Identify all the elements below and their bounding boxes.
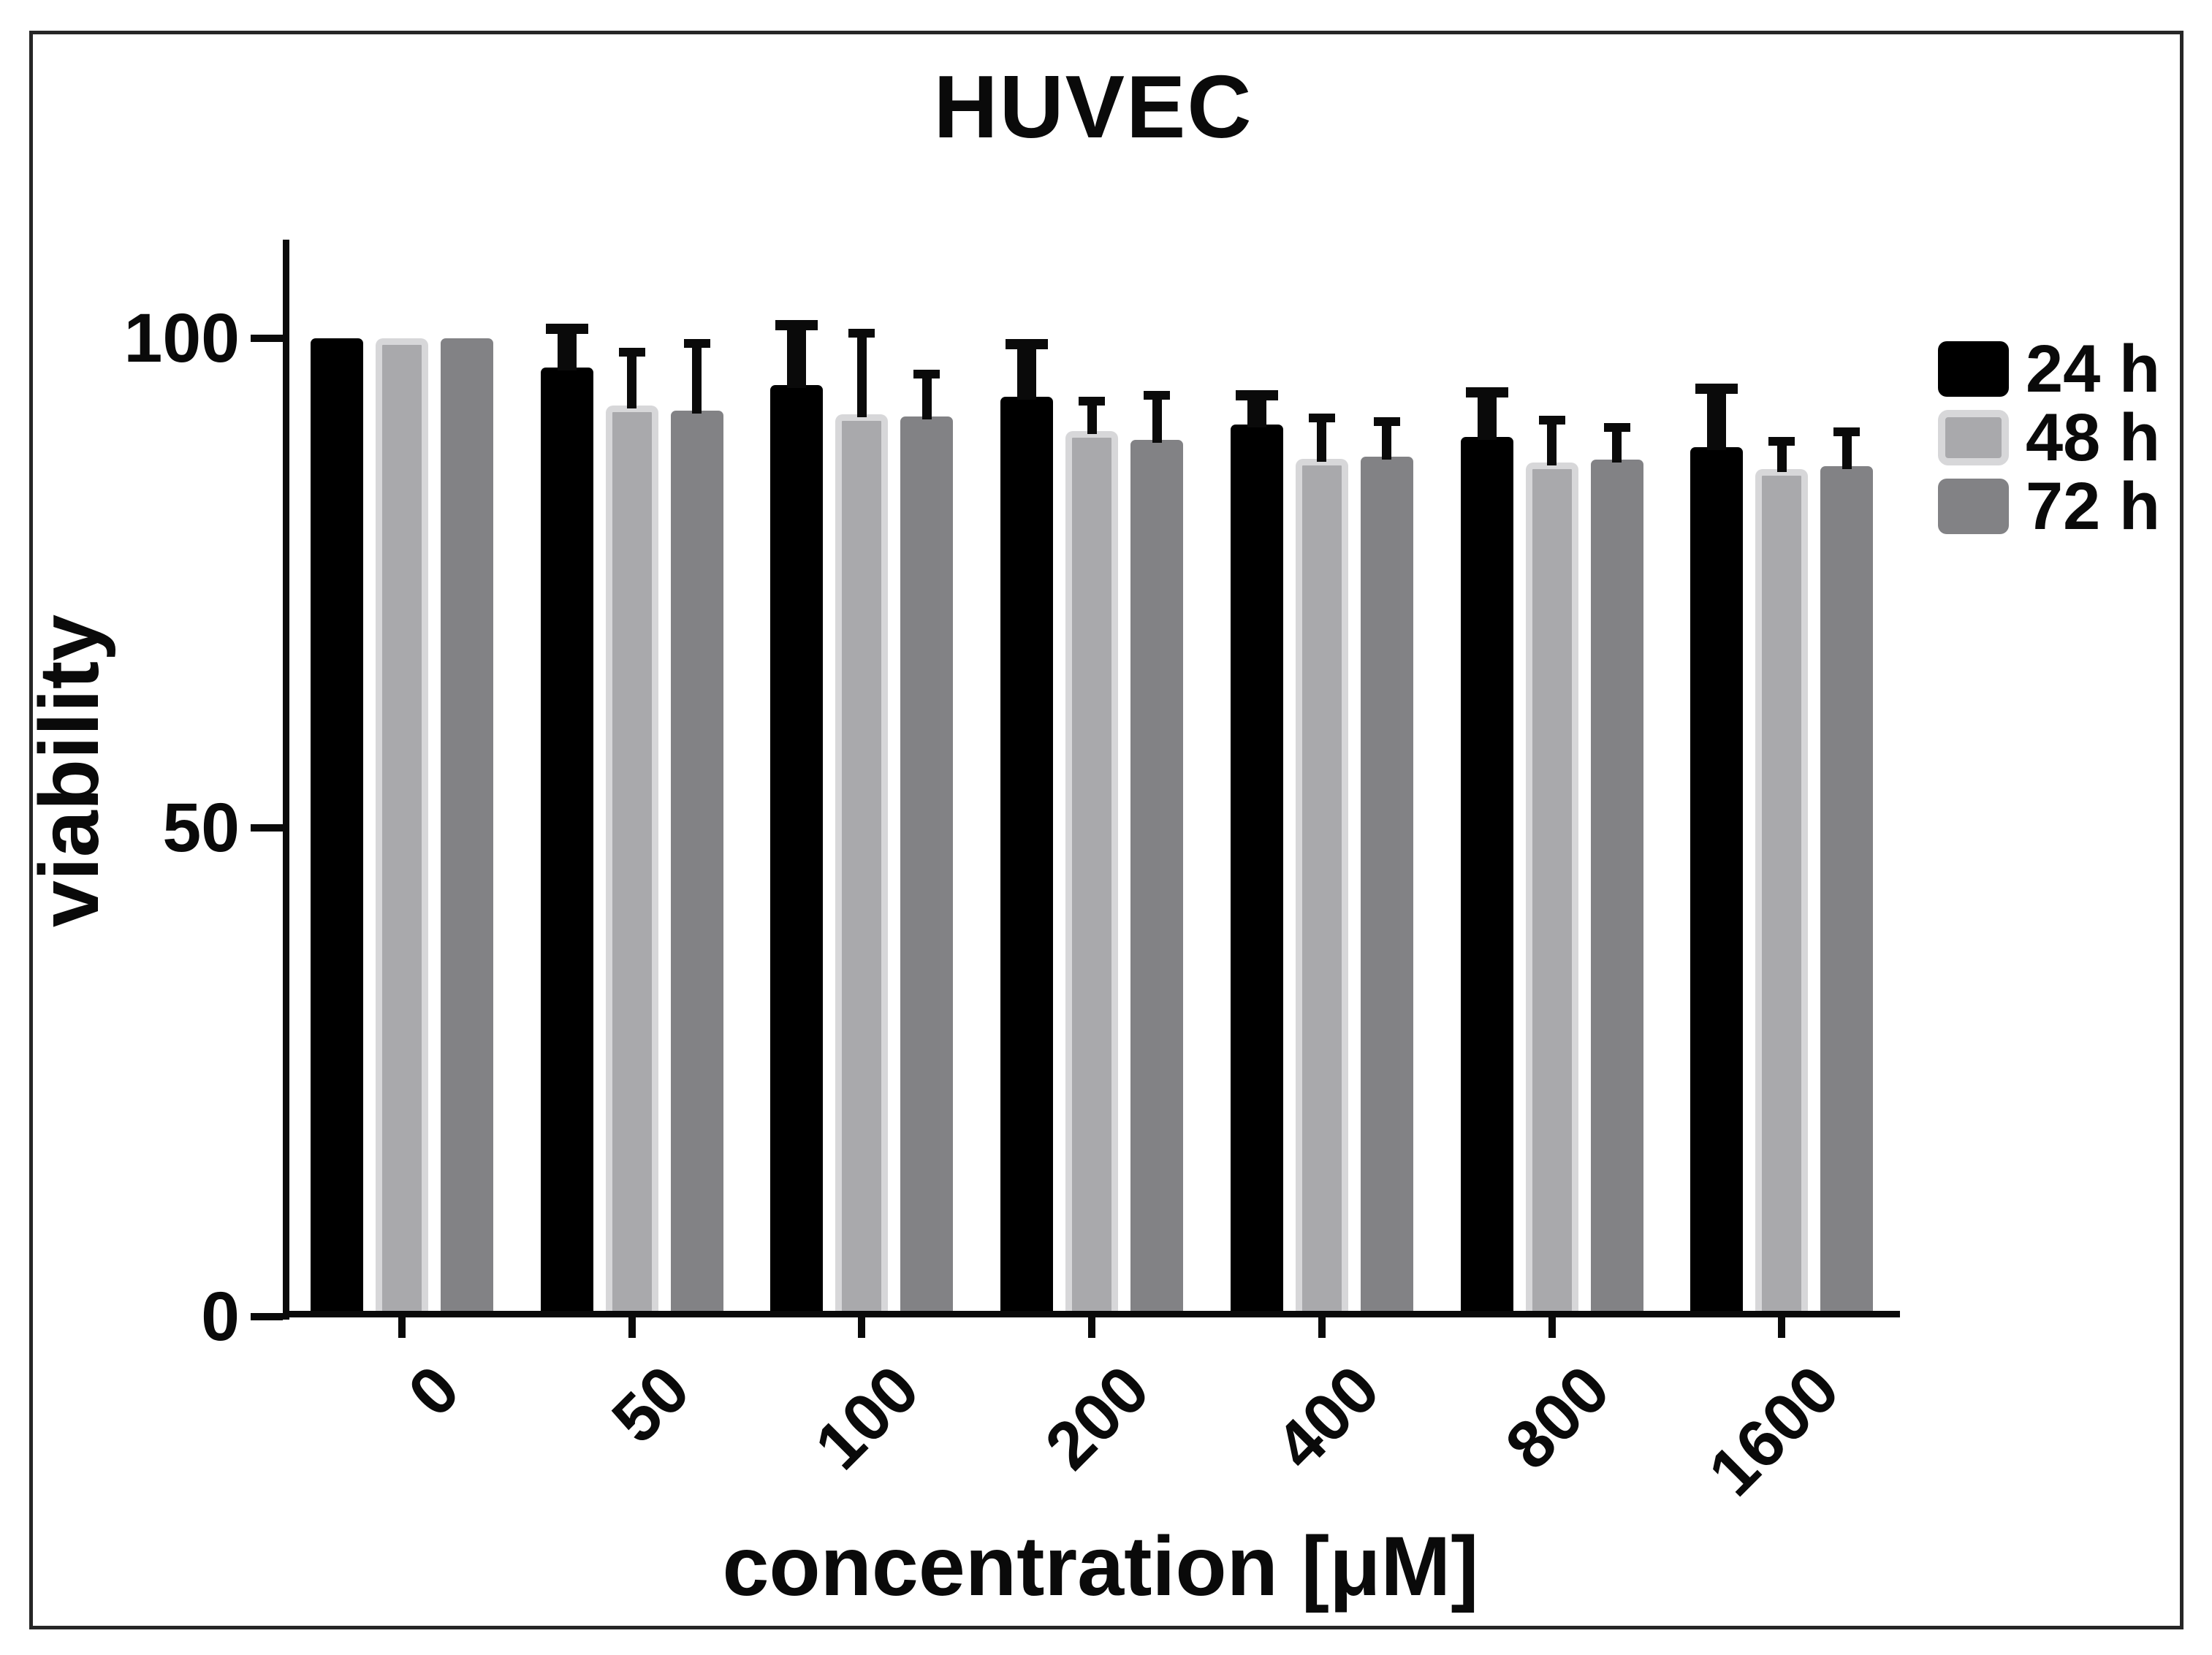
errorbar-stem-48h-50 [627, 348, 637, 409]
errorbar-cap-24h-800 [1465, 387, 1508, 397]
bar-24h-1600 [1690, 446, 1744, 1317]
x-tick-0 [398, 1317, 406, 1338]
y-axis-line [283, 240, 289, 1320]
bar-72h-1600 [1820, 466, 1874, 1317]
errorbar-cap-48h-100 [848, 328, 875, 338]
legend-swatch-48h [1938, 410, 2009, 465]
errorbar-cap-48h-400 [1308, 414, 1335, 423]
bar-48h-0 [376, 338, 428, 1317]
errorbar-stem-24h-100 [787, 319, 807, 389]
errorbar-stem-72h-800 [1612, 423, 1622, 463]
errorbar-cap-72h-800 [1603, 423, 1630, 433]
bar-24h-0 [311, 338, 363, 1317]
bar-24h-200 [1000, 397, 1054, 1317]
y-tick-50 [251, 823, 283, 832]
errorbar-stem-48h-100 [856, 328, 867, 418]
bar-72h-0 [441, 338, 493, 1317]
bar-24h-400 [1230, 424, 1283, 1317]
errorbar-cap-72h-1600 [1833, 427, 1861, 436]
errorbar-cap-72h-200 [1144, 391, 1171, 400]
legend-swatch-24h [1938, 341, 2009, 397]
bar-72h-800 [1590, 460, 1643, 1317]
errorbar-cap-48h-1600 [1768, 437, 1795, 446]
errorbar-cap-24h-400 [1235, 389, 1278, 400]
errorbar-cap-24h-50 [545, 323, 588, 334]
bar-24h-800 [1460, 437, 1513, 1317]
x-tick-100 [858, 1317, 866, 1338]
errorbar-stem-72h-200 [1152, 391, 1162, 444]
errorbar-stem-24h-1600 [1707, 383, 1727, 450]
x-tick-200 [1088, 1317, 1096, 1338]
bar-72h-200 [1130, 440, 1184, 1317]
errorbar-cap-24h-100 [775, 319, 818, 330]
x-tick-1600 [1778, 1317, 1786, 1338]
y-tick-label-0: 0 [201, 1278, 240, 1355]
chart-title: HUVEC [933, 57, 1253, 156]
legend-label-72h: 72 h [2026, 469, 2161, 544]
bar-48h-800 [1525, 463, 1578, 1317]
errorbar-cap-72h-100 [913, 369, 940, 378]
bar-48h-400 [1295, 458, 1348, 1317]
errorbar-stem-72h-400 [1382, 417, 1392, 460]
errorbar-cap-72h-50 [683, 339, 710, 349]
errorbar-cap-48h-50 [618, 348, 645, 357]
errorbar-stem-48h-400 [1317, 414, 1327, 462]
y-tick-0 [251, 1313, 283, 1320]
y-tick-label-50: 50 [162, 788, 240, 867]
errorbar-cap-48h-800 [1538, 415, 1565, 425]
y-tick-100 [251, 335, 283, 342]
legend-label-24h: 24 h [2026, 332, 2161, 406]
x-axis-line [283, 1311, 1900, 1317]
bar-48h-50 [605, 406, 658, 1317]
errorbar-cap-24h-200 [1006, 339, 1049, 350]
bar-72h-400 [1360, 457, 1413, 1317]
y-axis-title: viability [23, 614, 116, 928]
legend-label-48h: 48 h [2026, 400, 2161, 475]
errorbar-stem-48h-1600 [1776, 437, 1787, 473]
x-tick-400 [1318, 1317, 1326, 1338]
legend-swatch-72h [1938, 479, 2009, 534]
bar-48h-1600 [1755, 469, 1809, 1317]
errorbar-stem-72h-50 [692, 339, 702, 414]
bar-72h-100 [900, 416, 954, 1317]
x-tick-50 [628, 1317, 636, 1338]
x-axis-title: concentration [μM] [722, 1520, 1479, 1613]
errorbar-stem-72h-100 [921, 369, 932, 420]
errorbar-cap-48h-200 [1079, 397, 1106, 406]
x-tick-800 [1548, 1317, 1556, 1338]
bar-72h-50 [670, 411, 723, 1317]
bar-48h-100 [835, 414, 889, 1317]
bar-48h-200 [1065, 431, 1119, 1317]
errorbar-stem-48h-200 [1087, 397, 1097, 435]
bar-24h-50 [540, 368, 593, 1317]
bar-24h-100 [770, 385, 824, 1317]
errorbar-stem-48h-800 [1547, 415, 1557, 466]
y-tick-label-100: 100 [123, 300, 240, 377]
errorbar-stem-72h-1600 [1842, 427, 1852, 470]
errorbar-cap-24h-1600 [1695, 383, 1738, 394]
errorbar-cap-72h-400 [1373, 417, 1400, 427]
